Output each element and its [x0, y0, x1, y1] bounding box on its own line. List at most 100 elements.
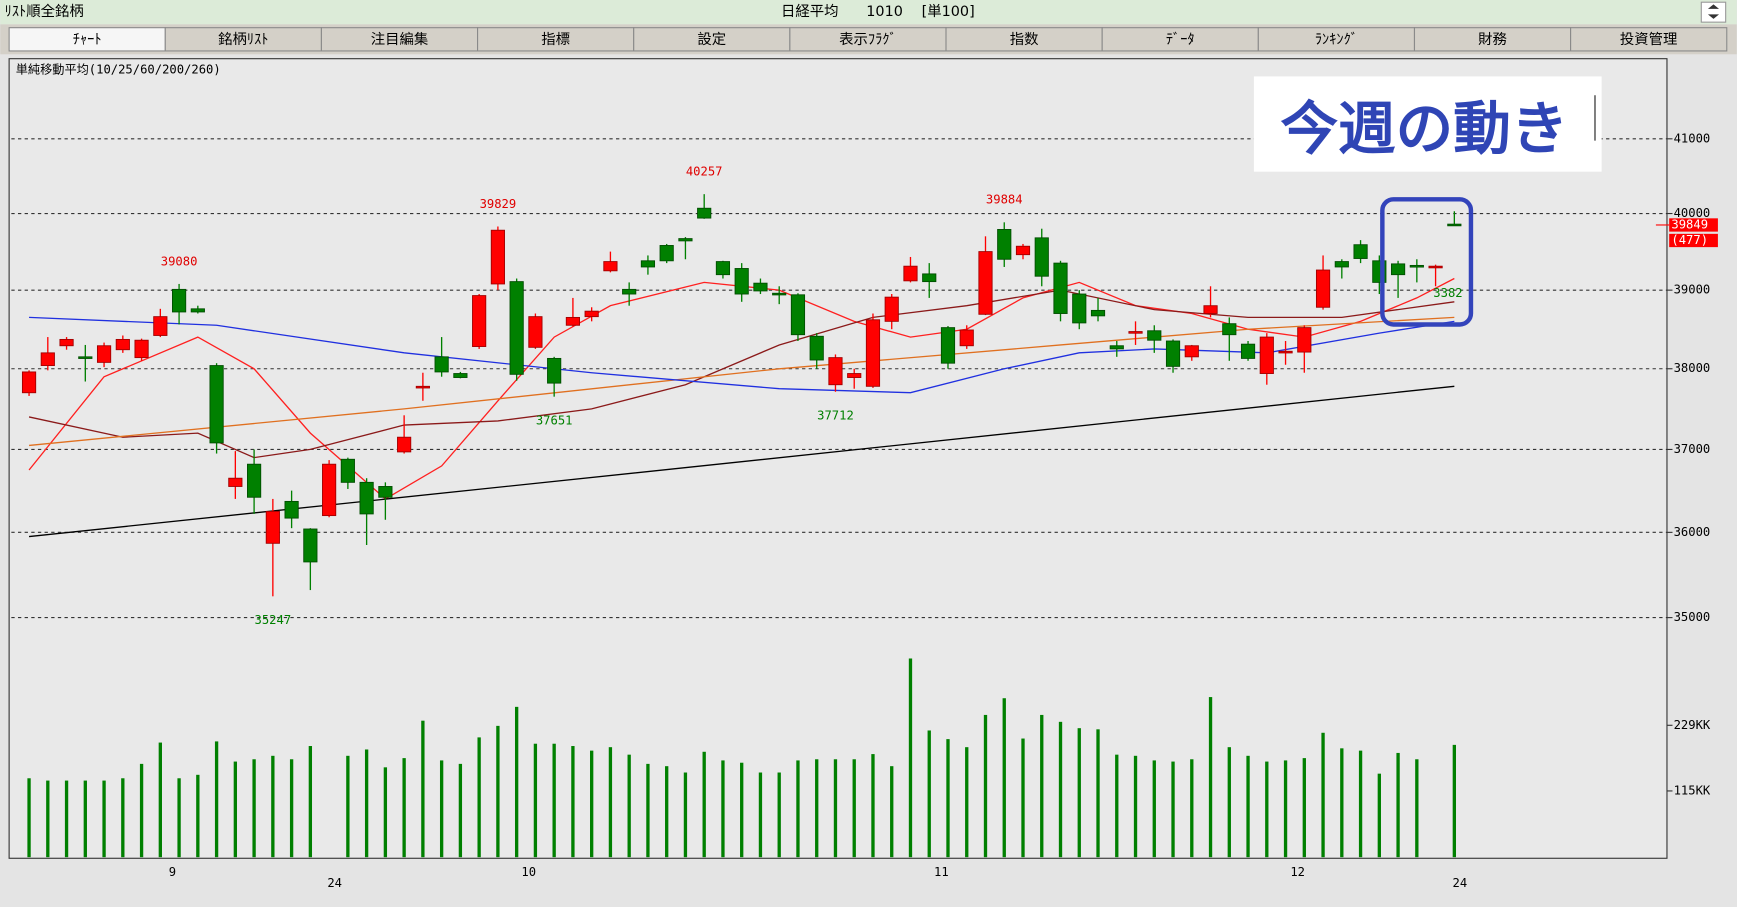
volume-bar: [27, 778, 31, 858]
candle-body: [59, 338, 74, 347]
volume-bar: [665, 766, 669, 858]
candle-body: [453, 373, 468, 378]
moving-average-line: [28, 316, 1455, 447]
volume-bar: [777, 772, 781, 858]
candle-body: [1297, 327, 1312, 353]
high-label: 39829: [480, 197, 517, 211]
volume-bar: [815, 759, 819, 858]
candle-body: [265, 510, 280, 544]
volume-bar: [1340, 748, 1344, 858]
volume-bar: [1321, 732, 1325, 858]
candle-body: [21, 371, 37, 394]
volume-bar: [1115, 754, 1119, 858]
tab-label[interactable]: ﾃﾞｰﾀ: [1166, 31, 1195, 48]
low-label: 37712: [817, 409, 854, 423]
candle-body: [1109, 345, 1124, 350]
volume-bar: [271, 755, 275, 858]
dropdown[interactable]: [1700, 1, 1727, 23]
volume-bar: [252, 759, 256, 858]
candle-body: [247, 463, 262, 498]
last-price-box: [1669, 218, 1718, 232]
tab-label[interactable]: 財務: [1478, 31, 1507, 48]
volume-bar: [1077, 728, 1081, 858]
volume-bar: [346, 755, 350, 858]
candle-body: [903, 265, 918, 282]
volume-bar: [946, 739, 950, 858]
moving-average-line: [28, 289, 1455, 459]
volume-bar: [496, 725, 500, 858]
volume-bar: [1021, 738, 1025, 858]
volume-bar: [1152, 760, 1156, 858]
volume-bar: [908, 658, 913, 858]
candle-body: [1428, 265, 1443, 269]
volume-bar: [646, 763, 650, 858]
last-price-label: 39849: [1671, 217, 1708, 231]
candle-body: [940, 327, 956, 364]
candle-body: [1259, 336, 1274, 374]
candle-body: [1353, 244, 1368, 259]
candle-body: [190, 308, 205, 313]
candle-body: [753, 282, 768, 292]
tab-label[interactable]: 表示ﾌﾗｸﾞ: [839, 31, 897, 48]
tab-label[interactable]: 注目編集: [371, 31, 429, 48]
x-tick-label: 10: [521, 865, 536, 879]
volume-bar: [721, 760, 725, 858]
volume-bar: [833, 759, 838, 858]
tab-label[interactable]: ﾗﾝｷﾝｸﾞ: [1315, 31, 1358, 48]
tab-label[interactable]: 投資管理: [1620, 31, 1677, 48]
volume-bar: [177, 778, 181, 858]
tab-label[interactable]: 指標: [541, 31, 570, 48]
low-label: 35247: [255, 613, 292, 627]
header-left: ﾘｽﾄ順全銘柄: [5, 2, 84, 20]
candle-body: [865, 319, 881, 387]
candle-body: [997, 229, 1012, 260]
tab-label[interactable]: 銘柄ﾘｽﾄ: [218, 31, 268, 48]
tab-label[interactable]: 指数: [1010, 31, 1039, 48]
volume-bar: [1246, 755, 1250, 858]
candle-body: [378, 486, 393, 498]
volume-bar: [196, 774, 200, 858]
volume-bar: [289, 759, 294, 858]
candle-body: [1240, 343, 1256, 359]
y-tick-label: 40000: [1674, 206, 1711, 220]
candle-body: [603, 261, 618, 272]
volume-bar: [1096, 729, 1100, 858]
y-tick-label: 37000: [1674, 442, 1711, 456]
candle-body: [1447, 223, 1462, 227]
tab-label[interactable]: ﾁｬｰﾄ: [73, 32, 102, 48]
volume-bar: [890, 766, 894, 858]
candle-body: [678, 238, 693, 242]
candle-body: [209, 365, 224, 444]
volume-bar: [983, 714, 988, 858]
header-bar: [0, 0, 1737, 25]
tab[interactable]: [1570, 27, 1728, 52]
candle-body: [828, 357, 843, 386]
candle-body: [922, 273, 937, 283]
volume-bar: [590, 750, 594, 858]
highlight-box: [1380, 197, 1474, 327]
volume-bar: [1396, 752, 1400, 858]
candle-body: [1165, 340, 1181, 367]
volume-bar: [571, 746, 575, 858]
volume-bar: [1058, 721, 1063, 858]
tab-label[interactable]: 設定: [697, 31, 726, 48]
candle-body: [1128, 331, 1143, 334]
volume-bar: [608, 747, 613, 858]
candle-body: [415, 385, 430, 389]
x-sub-label: 24: [327, 876, 342, 890]
candle-body: [1390, 263, 1406, 276]
volume-bar: [1190, 759, 1194, 858]
low-label: 37651: [536, 414, 573, 428]
volume-bar: [383, 767, 388, 858]
candle-body: [1090, 309, 1106, 317]
volume-bar: [683, 772, 688, 858]
candle-body: [1315, 269, 1331, 308]
candle-body: [1222, 323, 1237, 336]
volume-tick-label: 115KK: [1674, 783, 1711, 797]
y-tick-label: 35000: [1674, 610, 1711, 624]
volume-bar: [1358, 750, 1363, 858]
x-tick-label: 9: [169, 865, 176, 879]
price-axis: 35000 36000 37000 38000 39000 40000 41000 229KK…: [1655, 131, 1718, 797]
y-tick-label: 38000: [1674, 361, 1711, 375]
volume-bar: [1208, 697, 1213, 858]
